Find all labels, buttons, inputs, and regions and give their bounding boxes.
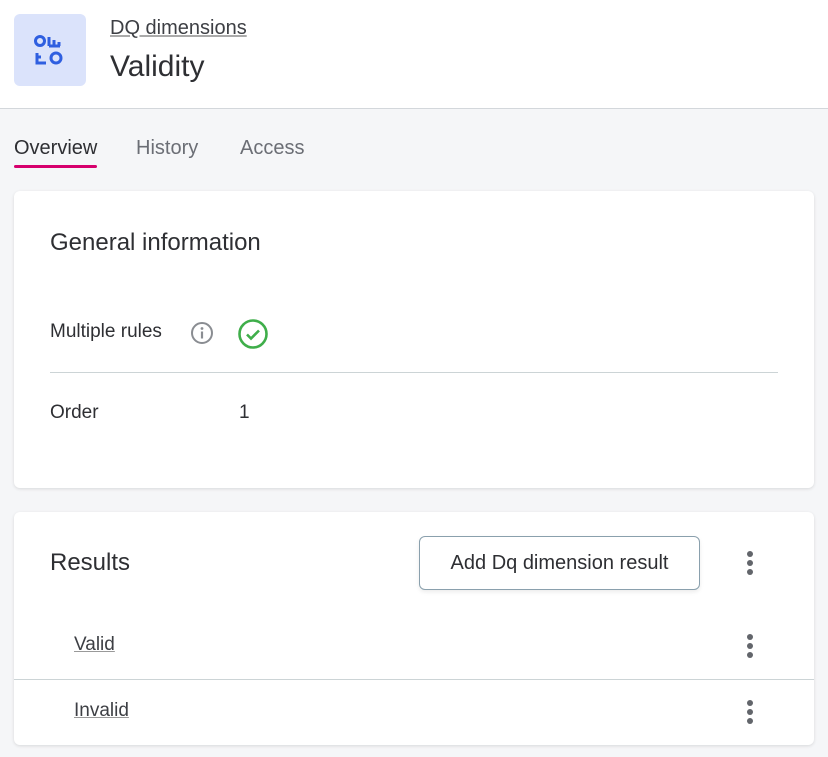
- info-icon[interactable]: [190, 321, 214, 345]
- breadcrumb-dq-dimensions[interactable]: DQ dimensions: [110, 17, 247, 39]
- result-link-invalid[interactable]: Invalid: [74, 700, 129, 721]
- section-title: Results: [50, 549, 131, 576]
- field-value-order: 1: [239, 402, 250, 423]
- check-icon: [238, 319, 268, 349]
- page-header: DQ dimensions Validity: [0, 0, 828, 109]
- result-link-valid[interactable]: Valid: [74, 634, 115, 655]
- field-label-multiple-rules: Multiple rules: [50, 321, 162, 342]
- more-options-icon[interactable]: [740, 549, 760, 579]
- tab-access[interactable]: Access: [240, 137, 305, 159]
- divider: [50, 372, 778, 373]
- more-options-icon[interactable]: [740, 632, 760, 662]
- results-card: Results Add Dq dimension result Valid In…: [14, 512, 814, 745]
- tab-history[interactable]: History: [136, 137, 199, 159]
- add-dq-dimension-result-button[interactable]: Add Dq dimension result: [419, 536, 700, 590]
- field-label-order: Order: [50, 402, 99, 423]
- more-options-icon[interactable]: [740, 698, 760, 728]
- tab-overview[interactable]: Overview: [14, 137, 98, 168]
- page-title: Validity: [110, 50, 205, 83]
- general-information-card: General information Multiple rules Order…: [14, 191, 814, 488]
- divider: [14, 679, 814, 680]
- section-title: General information: [50, 229, 261, 256]
- dq-dimension-icon: [14, 14, 86, 86]
